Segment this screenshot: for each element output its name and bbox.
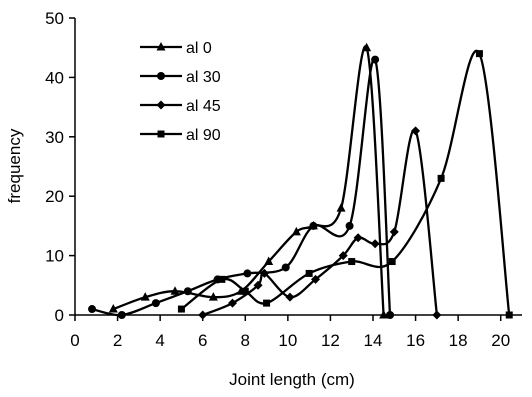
legend-marker [157,72,165,80]
data-point [177,305,185,313]
x-tick-label: 20 [491,331,510,350]
legend-label: al 90 [186,127,221,144]
data-point [263,299,271,307]
data-point [108,304,118,313]
legend-label: al 30 [186,69,221,86]
data-point [336,203,346,212]
series-line [202,128,439,317]
x-tick-label: 8 [241,331,250,350]
data-point [311,274,321,284]
x-tick-label: 14 [364,331,383,350]
data-point [505,311,513,319]
legend-item: al 90 [140,127,221,144]
data-point [437,174,445,182]
data-point [475,50,483,58]
legend-item: al 30 [140,69,221,86]
series-triangle [108,42,389,319]
data-point [386,311,395,319]
data-point [198,310,208,320]
x-tick-label: 12 [321,331,340,350]
data-point [370,239,380,249]
data-point [345,221,354,230]
data-point [183,287,192,296]
data-point [389,227,399,237]
axes: 0 10 20 30 40 50 0 2 4 6 8 10 12 14 16 18 20 [45,9,522,350]
data-point [338,251,348,261]
legend-label: al 45 [186,98,221,115]
x-axis-label: Joint length (cm) [229,370,355,389]
data-point [305,269,313,277]
series-circle [88,55,395,319]
data-point [362,42,372,52]
x-tick-label: 16 [406,331,425,350]
x-tick-label: 10 [278,331,297,350]
data-point [243,269,252,278]
data-point [218,275,226,283]
data-point [117,311,126,319]
y-axis-label: frequency [5,128,24,203]
x-tick-label: 0 [70,331,79,350]
data-point [353,233,363,243]
data-point [88,305,97,314]
data-point [259,268,269,278]
series-layer [88,42,513,320]
x-tick-label: 4 [155,331,164,350]
data-point [264,256,274,266]
y-tick-label: 50 [45,9,64,28]
data-point [281,263,290,272]
legend-marker [157,130,165,138]
y-tick-label: 0 [55,306,64,325]
x-tick-label: 2 [113,331,122,350]
data-point [388,258,396,266]
legend: al 0 al 30 al 45 al 90 [140,40,221,144]
legend-item: al 0 [140,40,212,57]
data-point [309,221,318,230]
x-tick-label: 6 [198,331,207,350]
data-point [285,292,295,302]
y-tick-label: 10 [45,247,64,266]
data-point [151,299,160,308]
data-point [253,280,263,290]
data-point [170,286,180,295]
data-point [228,298,238,308]
data-point [371,55,380,64]
data-point [379,310,389,319]
legend-marker [156,42,166,51]
y-tick-label: 40 [45,68,64,87]
y-tick-label: 30 [45,128,64,147]
x-tick-label: 18 [449,331,468,350]
legend-marker [156,100,166,110]
data-point [241,287,249,295]
y-tick-label: 20 [45,187,64,206]
legend-label: al 0 [186,40,212,57]
series-diamond [198,126,442,320]
data-point [411,126,421,136]
series-square [177,49,513,319]
legend-item: al 45 [140,98,221,115]
data-point [348,258,356,266]
data-point [432,310,442,320]
data-point [140,292,150,301]
data-point [291,226,301,236]
data-point [208,292,218,301]
